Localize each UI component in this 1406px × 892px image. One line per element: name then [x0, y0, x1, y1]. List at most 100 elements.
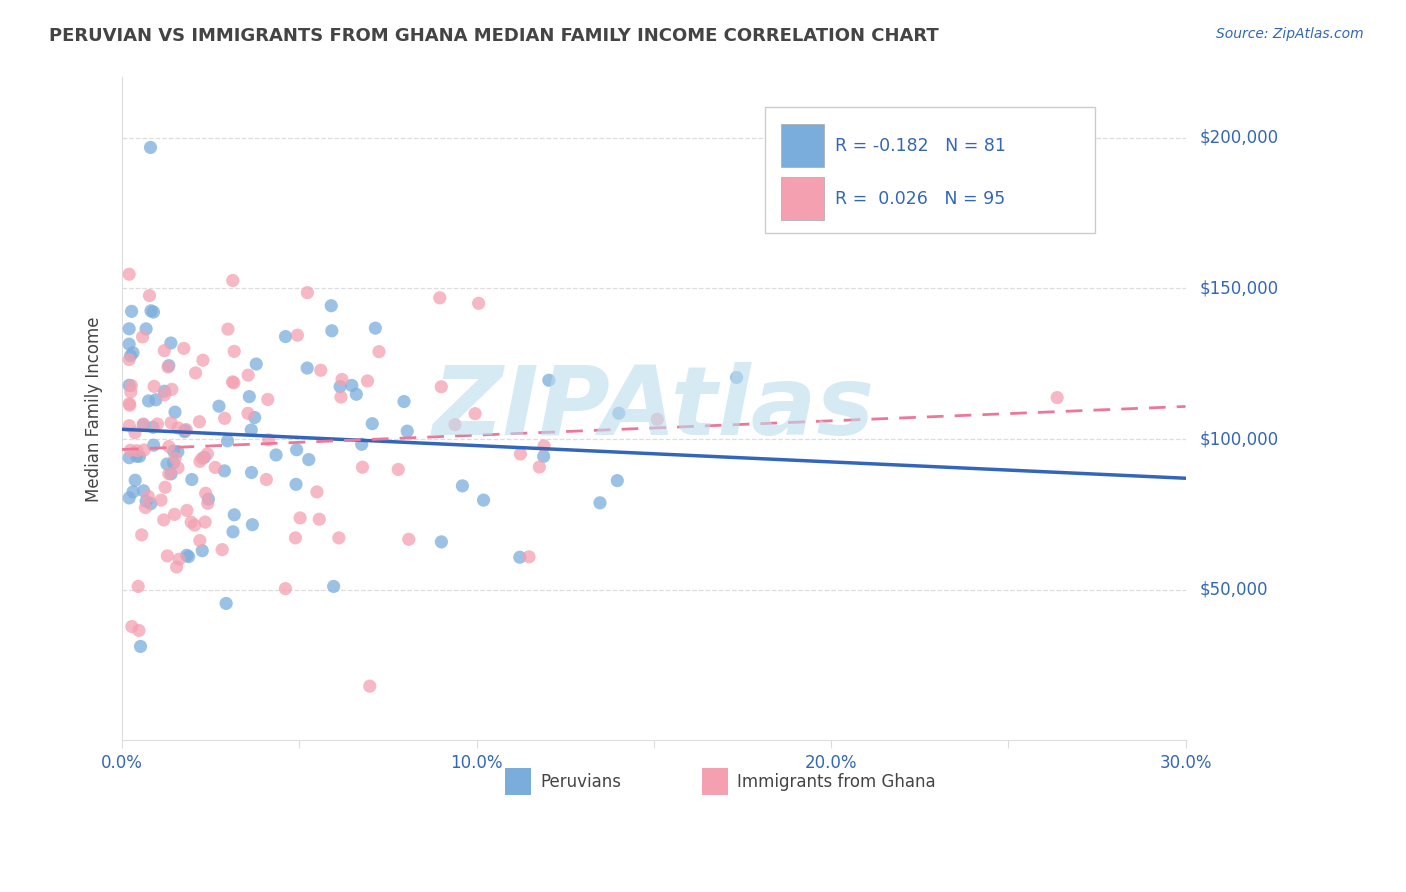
Point	[352, 460, 374, 475]
Point	[145, 392, 167, 407]
Point	[132, 417, 155, 432]
Point	[173, 342, 195, 356]
Point	[529, 460, 551, 475]
Point	[194, 515, 217, 529]
Point	[264, 448, 287, 462]
Point	[120, 349, 142, 363]
Point	[191, 543, 214, 558]
Point	[214, 411, 236, 425]
Point	[509, 550, 531, 565]
Point	[150, 493, 173, 508]
Point	[165, 450, 187, 465]
Point	[204, 460, 226, 475]
Text: ZIPAtlas: ZIPAtlas	[433, 362, 875, 456]
Point	[176, 503, 198, 517]
Point	[215, 596, 238, 610]
Point	[124, 425, 146, 440]
Point	[160, 467, 183, 481]
Point	[236, 368, 259, 383]
Point	[125, 443, 148, 458]
FancyBboxPatch shape	[505, 768, 531, 795]
Point	[429, 291, 451, 305]
Point	[157, 467, 180, 481]
Point	[125, 449, 148, 463]
Point	[166, 560, 188, 574]
Point	[129, 640, 152, 654]
Point	[127, 579, 149, 593]
Point	[163, 405, 186, 419]
FancyBboxPatch shape	[765, 107, 1095, 233]
Point	[163, 508, 186, 522]
Point	[308, 512, 330, 526]
Point	[344, 387, 367, 401]
Point	[224, 344, 246, 359]
Text: Source: ZipAtlas.com: Source: ZipAtlas.com	[1216, 27, 1364, 41]
Point	[156, 457, 179, 471]
Point	[128, 624, 150, 638]
Point	[340, 378, 363, 392]
Point	[191, 353, 214, 368]
Point	[143, 379, 166, 393]
Point	[194, 486, 217, 500]
Point	[118, 378, 141, 392]
Point	[188, 415, 211, 429]
Point	[467, 296, 489, 310]
Point	[606, 474, 628, 488]
Point	[285, 442, 308, 457]
Point	[162, 444, 184, 458]
Point	[138, 288, 160, 302]
Point	[444, 417, 467, 432]
Point	[236, 406, 259, 420]
Point	[725, 370, 748, 384]
Point	[160, 336, 183, 351]
Point	[284, 531, 307, 545]
Point	[139, 497, 162, 511]
Point	[364, 321, 387, 335]
Point	[160, 382, 183, 396]
Point	[240, 466, 263, 480]
Point	[142, 420, 165, 434]
Point	[138, 393, 160, 408]
Point	[120, 384, 142, 399]
FancyBboxPatch shape	[702, 768, 728, 795]
Point	[118, 491, 141, 505]
Point	[589, 496, 612, 510]
Point	[142, 438, 165, 452]
Point	[398, 533, 420, 547]
Text: $150,000: $150,000	[1199, 279, 1278, 297]
Point	[356, 374, 378, 388]
Point	[305, 484, 328, 499]
Point	[328, 531, 350, 545]
Point	[224, 508, 246, 522]
Point	[298, 452, 321, 467]
Text: $100,000: $100,000	[1199, 430, 1278, 448]
Point	[180, 515, 202, 529]
Point	[118, 337, 141, 351]
Point	[162, 456, 184, 470]
Point	[174, 423, 197, 437]
Point	[153, 480, 176, 494]
Point	[274, 329, 297, 343]
Point	[238, 390, 260, 404]
Point	[256, 392, 278, 407]
Point	[197, 492, 219, 507]
Point	[134, 442, 156, 457]
Point	[180, 473, 202, 487]
Point	[533, 439, 555, 453]
Point	[157, 359, 180, 373]
Point	[167, 552, 190, 566]
Point	[222, 524, 245, 539]
Point	[1046, 391, 1069, 405]
Point	[329, 379, 352, 393]
Point	[430, 380, 453, 394]
Point	[191, 451, 214, 466]
Point	[139, 303, 162, 318]
Point	[166, 444, 188, 458]
Point	[134, 500, 156, 515]
Point	[309, 363, 332, 377]
Point	[118, 352, 141, 367]
Point	[135, 322, 157, 336]
Point	[537, 373, 560, 387]
Text: Peruvians: Peruvians	[540, 772, 621, 790]
Point	[120, 378, 142, 392]
